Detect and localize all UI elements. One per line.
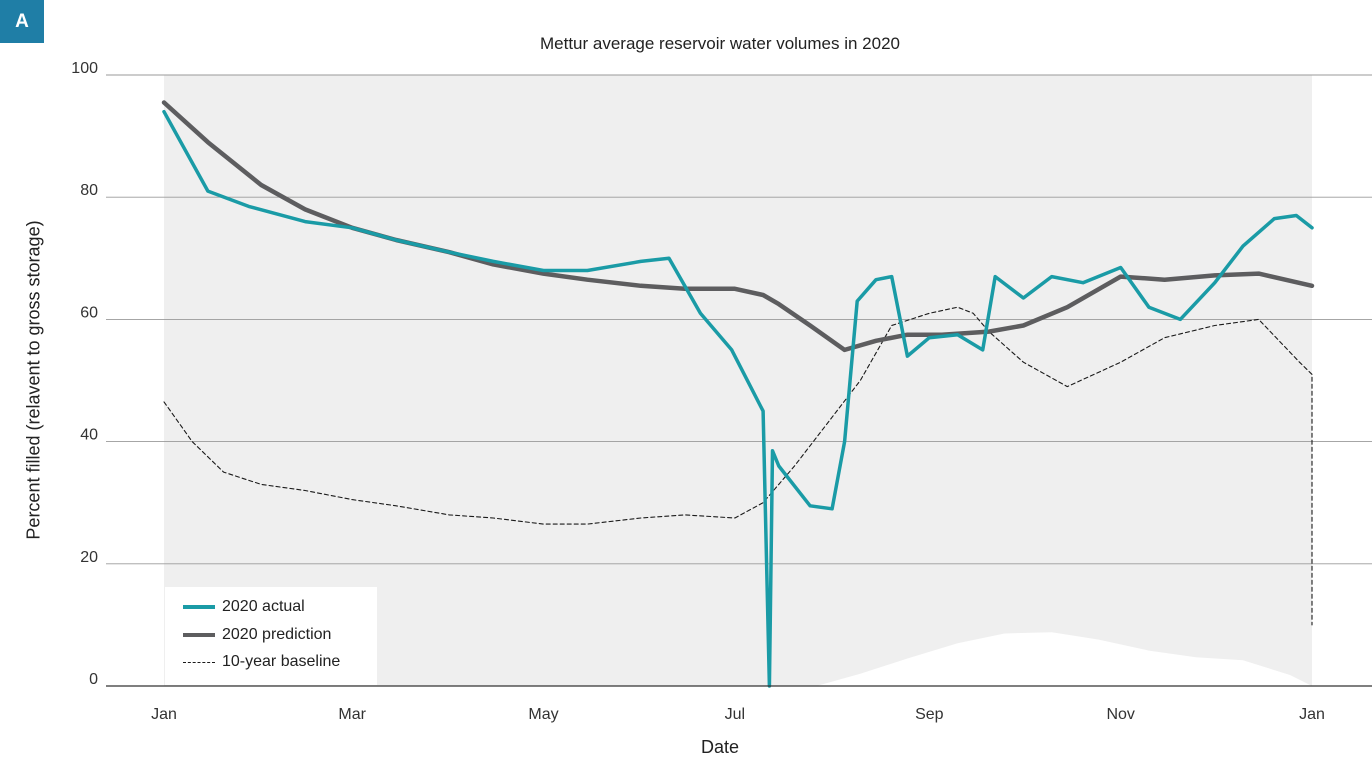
legend-label-baseline: 10-year baseline <box>222 653 341 670</box>
series-lines <box>161 100 1315 688</box>
y-tick-label: 60 <box>80 304 98 321</box>
shaded-band-layer <box>164 75 1312 686</box>
panel-label-badge: A <box>0 0 44 43</box>
legend-label-actual: 2020 actual <box>222 598 305 615</box>
tick-labels: 0 20 40 60 80 100 Jan Mar May Jul Sep Nov Jan <box>71 60 1325 723</box>
y-tick-label: 40 <box>80 427 98 444</box>
y-tick-label: 80 <box>80 182 98 199</box>
x-tick-label: Jul <box>725 706 745 723</box>
y-tick-label: 100 <box>71 60 98 77</box>
x-tick-label: Nov <box>1106 706 1134 723</box>
gridlines <box>106 74 1372 565</box>
x-tick-label: Jan <box>151 706 177 723</box>
x-tick-label: May <box>528 706 558 723</box>
x-tick-label: Sep <box>915 706 944 723</box>
y-tick-label: 0 <box>89 671 98 688</box>
series-line-baseline <box>163 306 1313 626</box>
chart-title: Mettur average reservoir water volumes i… <box>540 34 900 53</box>
x-tick-label: Jan <box>1299 706 1325 723</box>
legend-label-prediction: 2020 prediction <box>222 626 332 643</box>
legend-swatch-baseline <box>183 661 215 663</box>
legend-item-baseline: 10-year baseline <box>183 652 340 672</box>
legend: 2020 actual 2020 prediction 10-year base… <box>165 587 377 685</box>
y-tick-label: 20 <box>80 549 98 566</box>
x-tick-label: Mar <box>338 706 366 723</box>
legend-swatch-actual <box>183 605 215 609</box>
legend-swatch-prediction <box>183 633 215 637</box>
series-line-actual <box>162 109 1314 688</box>
x-axis-label: Date <box>700 737 740 757</box>
shaded-band <box>164 75 1312 686</box>
legend-item-actual: 2020 actual <box>183 597 305 617</box>
legend-item-prediction: 2020 prediction <box>183 625 331 645</box>
